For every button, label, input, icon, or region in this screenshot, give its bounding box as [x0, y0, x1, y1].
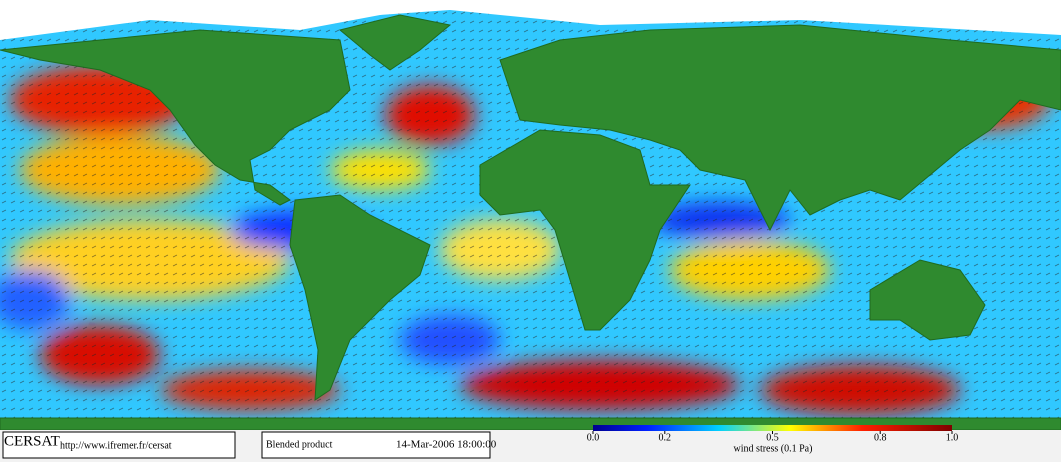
colorbar-tick-label: 0.5 — [766, 432, 779, 443]
land — [0, 14, 1061, 430]
colorbar-label: wind stress (0.1 Pa) — [734, 443, 813, 454]
logo: CERSAT — [4, 433, 60, 449]
info-box — [2, 431, 236, 459]
colorbar-tick-label: 1.0 — [946, 432, 959, 443]
colorbar-tick-label: 0.8 — [874, 432, 887, 443]
colorbar-tick-label: 0.0 — [587, 432, 600, 443]
colorbar-tick-label: 0.2 — [659, 432, 672, 443]
ice — [0, 0, 1061, 40]
info-box — [261, 431, 491, 459]
date: 14-Mar-2006 18:00:00 — [396, 439, 497, 451]
colorbar — [593, 425, 952, 431]
product: Blended product — [266, 439, 333, 450]
ocean-field — [0, 0, 1061, 430]
url: http://www.ifremer.fr/cersat — [60, 440, 172, 451]
